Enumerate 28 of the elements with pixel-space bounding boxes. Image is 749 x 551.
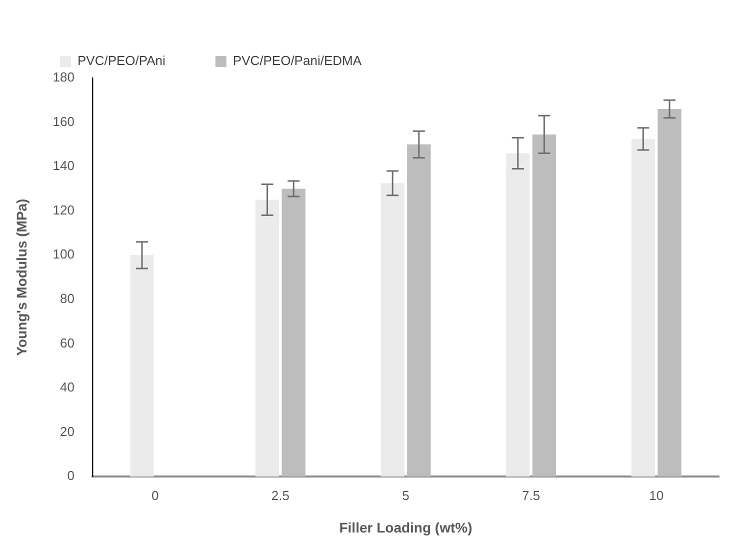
y-tick-label: 120 [52,202,74,218]
bar [380,183,404,477]
x-axis-title: Filler Loading (wt%) [339,519,472,536]
x-tick-label: 0 [152,488,159,503]
bar [255,200,280,477]
bar [130,255,154,477]
bar [407,144,431,477]
bar [532,134,556,477]
y-tick-label: 140 [52,158,74,174]
legend-label: PVC/PEO/Pani/EDMA [232,53,362,68]
legend-label: PVC/PEO/PAni [78,53,166,68]
x-tick-label: 7.5 [522,488,540,503]
bar [506,153,530,477]
x-tick-label: 2.5 [271,488,290,503]
y-tick-label: 40 [60,380,74,395]
y-tick-label: 60 [60,335,74,350]
bar [658,109,682,477]
y-tick-label: 0 [67,468,74,484]
y-tick-label: 160 [52,114,74,129]
y-axis-title: Young's Modulus (MPa) [13,198,30,356]
y-tick-label: 100 [52,246,74,262]
x-tick-label: 10 [649,488,664,503]
y-tick-label: 80 [60,291,74,306]
y-tick-label: 20 [60,424,74,439]
bar [631,138,656,477]
x-tick-label: 5 [402,488,410,503]
y-tick-label: 180 [52,70,74,85]
bar [282,188,306,477]
